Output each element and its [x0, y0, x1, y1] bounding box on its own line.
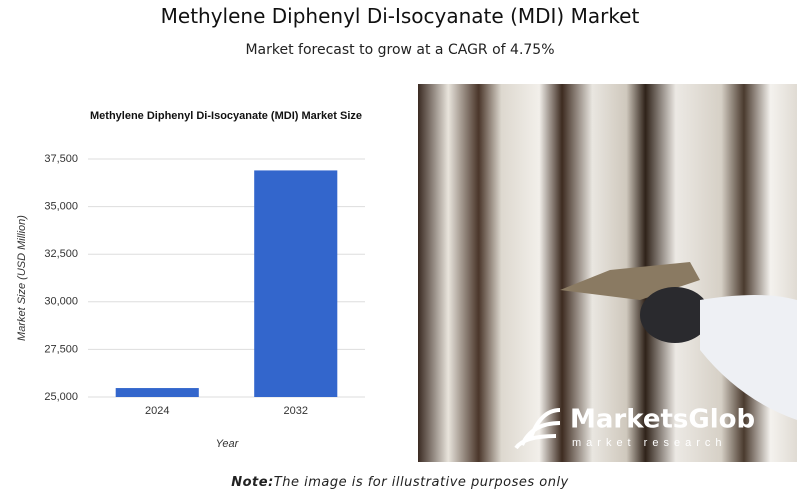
bar — [254, 170, 338, 397]
y-tick-label: 27,500 — [44, 343, 78, 355]
x-tick-label: 2024 — [145, 405, 169, 417]
chart: MarketsGlob market research Year Market … — [16, 84, 797, 462]
y-axis-label: Market Size (USD Million) — [16, 215, 28, 341]
y-tick-label: 37,500 — [44, 153, 78, 165]
x-tick-label: 2032 — [284, 405, 308, 417]
note: Note:The image is for illustrative purpo… — [0, 475, 800, 490]
note-label: Note: — [231, 475, 274, 490]
x-axis-label: Year — [216, 438, 240, 450]
y-tick-label: 30,000 — [44, 296, 78, 308]
sleeve — [700, 295, 797, 420]
chart-title: Methylene Diphenyl Di-Isocyanate (MDI) M… — [90, 110, 363, 122]
logo-tagline: market research — [572, 437, 726, 449]
page-subtitle: Market forecast to grow at a CAGR of 4.7… — [245, 42, 555, 58]
glove — [640, 287, 710, 343]
page-title: Methylene Diphenyl Di-Isocyanate (MDI) M… — [160, 4, 640, 28]
y-tick-label: 32,500 — [44, 248, 78, 260]
bar — [115, 388, 199, 397]
logo-name: MarketsGlob — [570, 405, 755, 435]
note-text: The image is for illustrative purposes o… — [273, 475, 569, 490]
y-tick-label: 25,000 — [44, 391, 78, 403]
y-tick-label: 35,000 — [44, 201, 78, 213]
logo-icon — [514, 408, 561, 450]
